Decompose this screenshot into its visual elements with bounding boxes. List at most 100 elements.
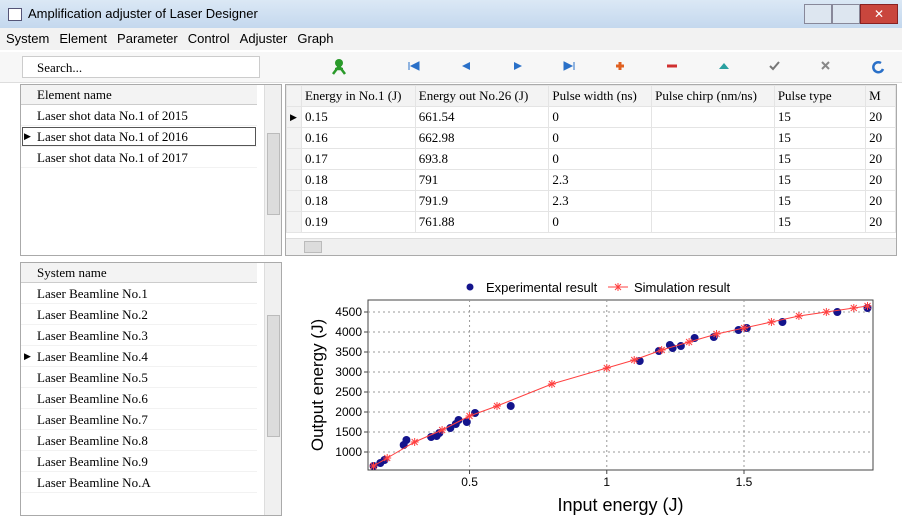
- maximize-button[interactable]: [832, 4, 860, 24]
- legend-label: Simulation result: [634, 280, 730, 295]
- scatter-point: [402, 436, 411, 444]
- table-row[interactable]: 0.19 761.88 0 15 20: [286, 211, 896, 233]
- list-header: System name: [21, 263, 257, 283]
- list-item[interactable]: Laser shot data No.1 of 2016 ▶: [21, 126, 257, 147]
- table-row[interactable]: 0.18 791 2.3 15 20: [286, 169, 896, 191]
- list-item[interactable]: Laser Beamline No.8: [21, 430, 257, 451]
- refresh-icon[interactable]: [872, 61, 885, 74]
- legend-marker: [466, 283, 474, 291]
- table-cell: 20: [865, 148, 896, 170]
- row-pointer: ▶: [24, 131, 31, 141]
- row-header: [286, 169, 302, 191]
- menu-item[interactable]: Control: [187, 31, 230, 46]
- column-header: Pulse type: [773, 85, 867, 107]
- menu-item[interactable]: Parameter: [117, 31, 178, 46]
- system-list: System name Laser Beamline No.1 Laser Beam…: [20, 262, 282, 516]
- chart: 1000 1500 2000 2500 3000 3500 4000 4500 0.5 1 1.5 I…: [308, 280, 874, 515]
- corner-cell: [286, 85, 302, 107]
- table-cell: [651, 148, 775, 170]
- table-cell: 15: [773, 148, 867, 170]
- cancel-icon[interactable]: [821, 61, 830, 70]
- list-item[interactable]: Laser shot data No.1 of 2017: [21, 147, 257, 168]
- x-tick-label: 0.5: [461, 475, 478, 489]
- title-bar: Amplification adjuster of Laser Designer…: [0, 0, 902, 28]
- table-cell: 791.9: [414, 190, 550, 212]
- row-header: [286, 148, 302, 170]
- column-header: Energy out No.26 (J): [414, 85, 550, 107]
- confirm-icon[interactable]: [769, 61, 780, 71]
- list-item[interactable]: Laser Beamline No.2: [21, 304, 257, 325]
- last-icon[interactable]: [563, 61, 575, 71]
- line-point: [712, 330, 721, 338]
- row-pointer: ▶: [24, 351, 31, 361]
- minimize-button[interactable]: [804, 4, 832, 24]
- table-cell: 791: [414, 169, 550, 191]
- list-item[interactable]: Laser shot data No.1 of 2015: [21, 105, 257, 126]
- y-tick-label: 1000: [335, 445, 362, 459]
- scrollbar[interactable]: [264, 263, 281, 515]
- column-header: Pulse width (ns): [548, 85, 653, 107]
- list-item[interactable]: Laser Beamline No.1: [21, 283, 257, 304]
- menu-item[interactable]: Graph: [297, 31, 334, 46]
- column-header: M: [865, 85, 896, 107]
- line-point: [369, 462, 378, 470]
- y-tick-label: 2500: [335, 385, 362, 399]
- row-header: ▶: [286, 106, 302, 128]
- run-icon[interactable]: [332, 63, 346, 75]
- menu-item[interactable]: Element: [59, 31, 108, 46]
- column-header: Pulse chirp (nm/ns): [651, 85, 775, 107]
- table-cell: 0.19: [300, 211, 416, 233]
- table-cell: 2.3: [548, 190, 653, 212]
- table-row[interactable]: 0.18 791.9 2.3 15 20: [286, 190, 896, 212]
- legend-marker: [614, 283, 622, 291]
- next-icon[interactable]: [514, 62, 522, 70]
- menu-item[interactable]: Adjuster: [239, 31, 288, 46]
- first-icon[interactable]: [408, 61, 420, 71]
- table-cell: 0.18: [300, 169, 416, 191]
- table-cell: [651, 190, 775, 212]
- scatter-point: [506, 402, 515, 410]
- toolbar-icons: [332, 59, 885, 75]
- data-table: Energy in No.1 (J) Energy out No.26 (J) Pu…: [286, 85, 896, 233]
- list-item[interactable]: Laser Beamline No.9: [21, 451, 257, 472]
- list-item[interactable]: Laser Beamline No.3: [21, 325, 257, 346]
- list-item[interactable]: Laser Beamline No.6: [21, 388, 257, 409]
- table-cell: 0.15: [300, 106, 416, 128]
- scrollbar[interactable]: [264, 85, 281, 255]
- table-cell: 20: [865, 190, 896, 212]
- menu-bar: System Element Parameter Control Adjuster Gra…: [0, 28, 902, 50]
- prev-icon[interactable]: [462, 62, 470, 70]
- table-cell: 15: [773, 169, 867, 191]
- table-row[interactable]: 0.16 662.98 0 15 20: [286, 127, 896, 149]
- line-point: [863, 302, 872, 310]
- line-point: [822, 308, 831, 316]
- add-icon[interactable]: [616, 62, 624, 70]
- line-point: [740, 324, 749, 332]
- search-box[interactable]: Search...: [22, 56, 260, 78]
- table-cell: 20: [865, 127, 896, 149]
- line-point: [438, 426, 447, 434]
- x-axis-label: Input energy (J): [557, 495, 683, 515]
- list-item[interactable]: Laser Beamline No.4 ▶: [21, 346, 257, 367]
- table-row[interactable]: ▶ 0.15 661.54 0 15 20: [286, 106, 896, 128]
- y-tick-label: 3500: [335, 345, 362, 359]
- row-header: [286, 190, 302, 212]
- line-point: [657, 346, 666, 354]
- h-scrollbar[interactable]: [286, 238, 896, 255]
- up-icon[interactable]: [719, 63, 729, 69]
- run-icon[interactable]: [335, 59, 343, 67]
- menu-item[interactable]: System: [6, 31, 50, 46]
- table-cell: 0: [548, 127, 653, 149]
- list-item[interactable]: Laser Beamline No.A: [21, 472, 257, 493]
- table-cell: 15: [773, 190, 867, 212]
- table-cell: 0.17: [300, 148, 416, 170]
- column-header: Energy in No.1 (J): [300, 85, 416, 107]
- close-button[interactable]: ✕: [860, 4, 898, 24]
- y-tick-label: 2000: [335, 405, 362, 419]
- table-row[interactable]: 0.17 693.8 0 15 20: [286, 148, 896, 170]
- table-cell: [651, 106, 775, 128]
- list-item[interactable]: Laser Beamline No.7: [21, 409, 257, 430]
- scatter-point: [446, 424, 455, 432]
- list-item[interactable]: Laser Beamline No.5: [21, 367, 257, 388]
